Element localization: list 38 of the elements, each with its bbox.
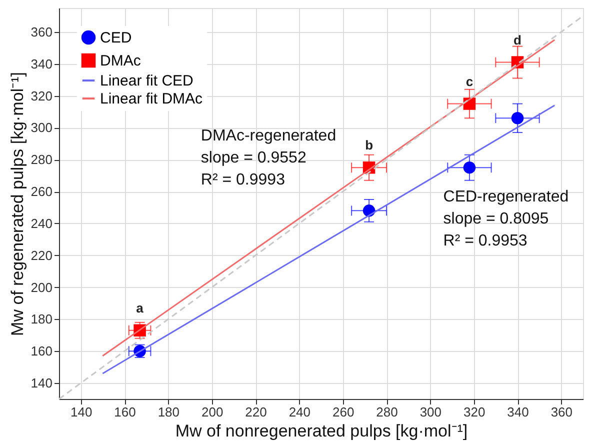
annotation: c (466, 74, 474, 89)
legend-label: CED (100, 30, 132, 46)
y-tick-label: 280 (30, 152, 52, 168)
x-tick-label: 200 (201, 404, 224, 420)
x-tick-label: 260 (332, 404, 354, 420)
annotation: a (136, 300, 144, 316)
x-tick-label: 280 (376, 404, 398, 420)
y-tick-label: 220 (30, 248, 52, 263)
legend-label: Linear fit DMAc (100, 90, 204, 108)
y-tick-label: 260 (30, 184, 52, 200)
x-tick-label: 180 (158, 404, 180, 420)
legend-label: Linear fit CED (100, 72, 194, 90)
x-tick-label: 300 (420, 404, 442, 420)
x-tick-label: 360 (550, 404, 573, 420)
y-axis-title: Mw of regenerated pulps [kg·mol⁻¹] (8, 72, 27, 336)
annotation: b (365, 138, 374, 153)
y-tick-label: 320 (30, 88, 52, 104)
annotation: CED-regenerated slope = 0.8095 R² = 0.9953 (443, 188, 569, 250)
y-tick-label: 180 (30, 312, 52, 327)
x-axis-title: Mw of nonregenerated pulps [kg·mol⁻¹] (175, 422, 468, 440)
x-tick-label: 160 (114, 404, 136, 420)
y-tick-label: 300 (30, 120, 52, 136)
x-tick-label: 240 (288, 404, 311, 420)
x-tick-label: 340 (507, 404, 529, 420)
y-tick-label: 160 (30, 344, 52, 359)
annotation: DMAc-regenerated slope = 0.9552 R² = 0.9993 (200, 128, 336, 189)
point (463, 161, 476, 174)
legend-label: DMAc (100, 52, 142, 70)
y-tick-label: 340 (30, 56, 52, 72)
y-tick-label: 140 (30, 376, 52, 391)
x-tick-label: 140 (70, 404, 92, 420)
y-tick-label: 360 (30, 24, 52, 40)
x-tick-label: 320 (463, 404, 486, 420)
point (511, 112, 524, 124)
y-tick-label: 240 (30, 216, 52, 231)
annotation: d (514, 32, 522, 48)
x-tick-label: 220 (245, 404, 267, 420)
y-tick-label: 200 (30, 280, 52, 295)
